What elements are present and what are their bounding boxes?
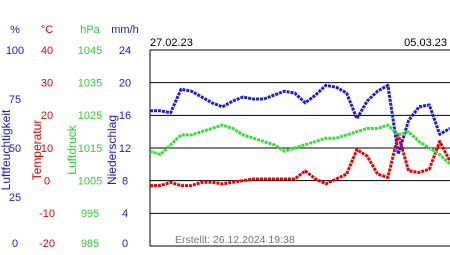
data-line (150, 133, 450, 188)
y-tick-label: 24 (119, 45, 131, 57)
axis-unit: hPa (80, 24, 100, 36)
axis-title: Luftfeuchtigkeit (0, 109, 13, 190)
y-tick-label: 1015 (78, 143, 102, 155)
axis-unit: °C (41, 24, 53, 36)
axis-title: Luftdruck (65, 124, 79, 174)
y-tick-label: 10 (41, 143, 53, 155)
axis-unit: mm/h (111, 24, 139, 36)
y-tick-label: 40 (41, 45, 53, 57)
y-tick-label: 12 (119, 143, 131, 155)
y-tick-label: 25 (9, 192, 21, 204)
y-tick-label: 1005 (78, 176, 102, 188)
y-tick-label: 1045 (78, 45, 102, 57)
axis-title: Niederschlag (105, 115, 119, 185)
y-tick-label: 995 (81, 208, 99, 220)
footer: Erstellt: 26.12.2024 19:38 (175, 234, 295, 246)
y-tick-label: 0 (44, 176, 50, 188)
start-date: 27.02.23 (150, 37, 193, 49)
y-tick-label: 1035 (78, 78, 102, 90)
y-tick-label: 8 (122, 176, 128, 188)
y-tick-label: 1025 (78, 110, 102, 122)
y-tick-label: 0 (12, 238, 18, 250)
axis-unit: % (10, 24, 20, 36)
data-line (150, 83, 450, 156)
data-line (149, 123, 450, 166)
y-tick-label: 0 (122, 238, 128, 250)
y-tick-label: 20 (41, 110, 53, 122)
y-tick-label: 16 (119, 110, 131, 122)
end-date: 05.03.23 (404, 37, 447, 49)
y-tick-label: 4 (122, 208, 128, 220)
y-tick-label: 30 (41, 78, 53, 90)
axis-title: Temperatur (30, 120, 44, 181)
y-tick-label: 985 (81, 238, 99, 250)
y-tick-label: 50 (9, 143, 21, 155)
y-tick-label: -10 (39, 208, 55, 220)
y-tick-label: 100 (6, 45, 24, 57)
y-tick-label: 20 (119, 78, 131, 90)
y-tick-label: 75 (9, 94, 21, 106)
y-tick-label: -20 (39, 238, 55, 250)
